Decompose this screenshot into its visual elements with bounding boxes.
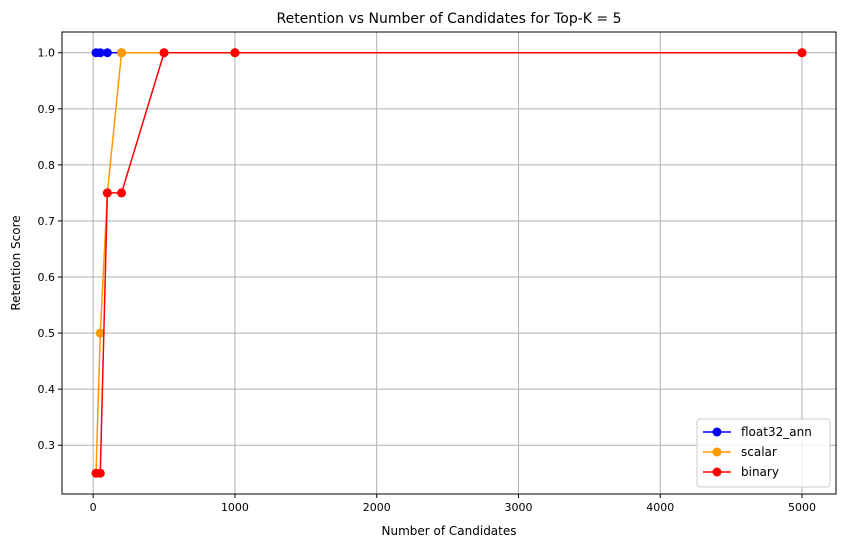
legend-marker-binary xyxy=(712,467,722,477)
x-tick-label: 3000 xyxy=(504,501,532,514)
x-tick-label: 2000 xyxy=(363,501,391,514)
x-tick-label: 4000 xyxy=(646,501,674,514)
data-point-binary xyxy=(102,188,112,198)
data-point-scalar xyxy=(117,48,127,58)
legend-marker-scalar xyxy=(712,447,722,457)
y-axis-label: Retention Score xyxy=(9,215,23,310)
legend-marker-float32_ann xyxy=(712,427,722,437)
y-tick-label: 1.0 xyxy=(38,47,56,60)
data-point-binary xyxy=(159,48,169,58)
x-tick-label: 0 xyxy=(90,501,97,514)
x-axis-label: Number of Candidates xyxy=(382,524,517,538)
data-point-float32_ann xyxy=(102,48,112,58)
y-tick-label: 0.7 xyxy=(38,215,56,228)
y-tick-label: 0.5 xyxy=(38,327,56,340)
data-point-binary xyxy=(797,48,807,58)
x-tick-label: 1000 xyxy=(221,501,249,514)
legend-label: binary xyxy=(741,465,779,479)
ticks: 0 1000 2000 3000 4000 5000 0.3 0.4 0.5 0.6 0.7 0.8 0… xyxy=(38,47,816,514)
y-tick-label: 0.8 xyxy=(38,159,56,172)
series-line-binary xyxy=(96,51,802,475)
y-tick-label: 0.4 xyxy=(38,383,56,396)
data-point-binary xyxy=(117,188,127,198)
data-point-binary xyxy=(95,468,105,478)
data-point-float32_ann xyxy=(95,48,105,58)
series-line-scalar xyxy=(95,51,802,474)
series-layer xyxy=(91,48,807,478)
y-tick-label: 0.6 xyxy=(38,271,56,284)
legend-label: float32_ann xyxy=(741,425,812,439)
plot-frame xyxy=(61,31,837,495)
y-tick-label: 0.9 xyxy=(38,103,56,116)
x-tick-label: 5000 xyxy=(788,501,816,514)
data-point-scalar xyxy=(95,328,105,338)
data-point-binary xyxy=(230,48,240,58)
legend-label: scalar xyxy=(741,445,777,459)
y-tick-label: 0.3 xyxy=(38,439,56,452)
chart-title: Retention vs Number of Candidates for To… xyxy=(276,11,621,27)
legend-box xyxy=(696,418,831,488)
